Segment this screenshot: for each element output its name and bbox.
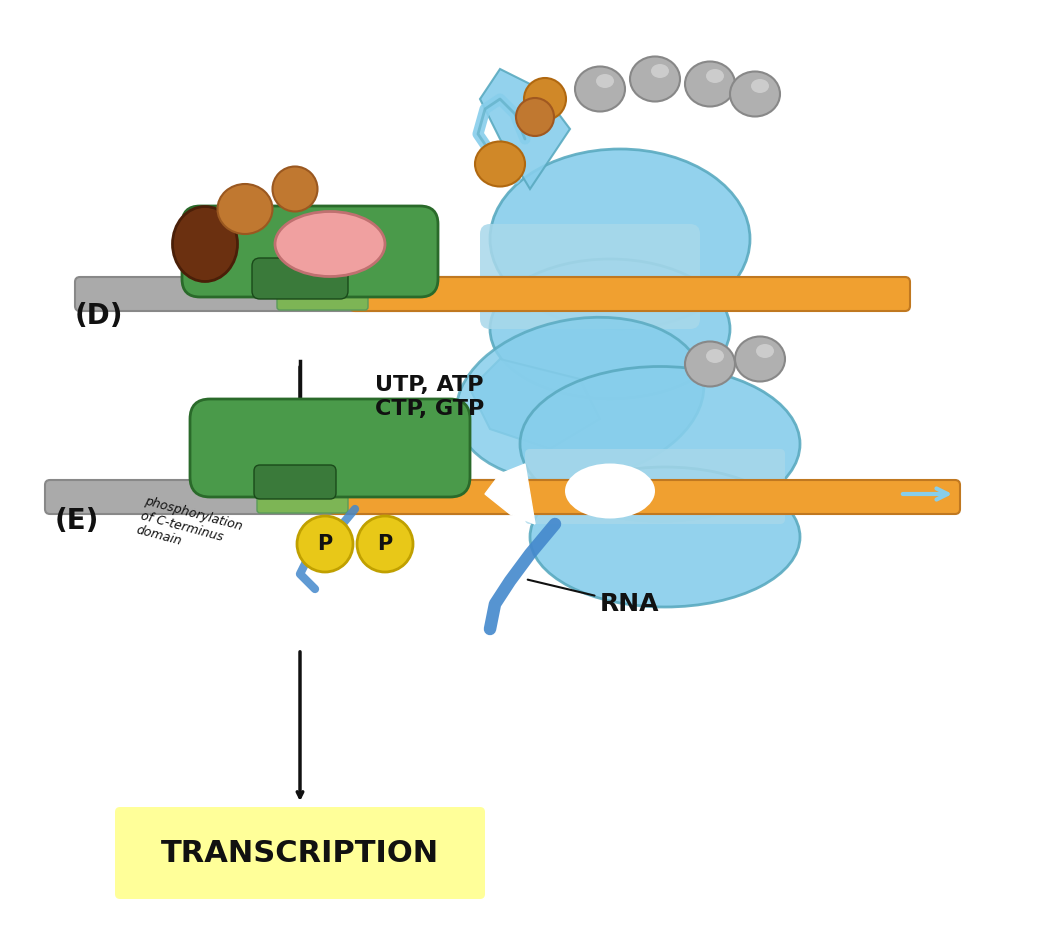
Circle shape — [356, 516, 413, 572]
Ellipse shape — [630, 57, 680, 102]
Ellipse shape — [735, 337, 785, 381]
Text: P: P — [378, 534, 393, 554]
Text: UTP, ATP
CTP, GTP: UTP, ATP CTP, GTP — [375, 376, 484, 419]
FancyBboxPatch shape — [253, 258, 348, 299]
FancyBboxPatch shape — [257, 481, 348, 513]
Text: RNA: RNA — [527, 580, 660, 616]
FancyBboxPatch shape — [277, 278, 368, 310]
FancyBboxPatch shape — [75, 277, 535, 311]
Ellipse shape — [756, 344, 775, 358]
Ellipse shape — [651, 64, 669, 78]
Polygon shape — [485, 464, 535, 524]
Text: P: P — [317, 534, 333, 554]
Ellipse shape — [475, 141, 525, 187]
Ellipse shape — [273, 166, 317, 212]
Ellipse shape — [751, 79, 769, 93]
Ellipse shape — [173, 207, 238, 282]
Ellipse shape — [685, 62, 735, 106]
Ellipse shape — [575, 66, 625, 111]
Ellipse shape — [685, 342, 735, 386]
Polygon shape — [480, 69, 570, 189]
FancyBboxPatch shape — [190, 399, 470, 497]
Ellipse shape — [730, 71, 780, 117]
Circle shape — [297, 516, 353, 572]
FancyBboxPatch shape — [45, 480, 605, 514]
FancyBboxPatch shape — [182, 206, 438, 297]
Ellipse shape — [490, 149, 750, 329]
Ellipse shape — [530, 467, 800, 607]
FancyBboxPatch shape — [254, 465, 336, 499]
Text: (E): (E) — [55, 507, 100, 535]
Ellipse shape — [520, 366, 800, 522]
Text: phosphorylation
of C-terminus
domain: phosphorylation of C-terminus domain — [135, 494, 243, 562]
FancyBboxPatch shape — [350, 277, 910, 311]
Text: (D): (D) — [75, 302, 123, 330]
Ellipse shape — [566, 463, 655, 518]
Ellipse shape — [706, 69, 724, 83]
Ellipse shape — [516, 98, 554, 136]
FancyBboxPatch shape — [525, 449, 785, 524]
Ellipse shape — [456, 317, 703, 481]
Ellipse shape — [275, 212, 385, 276]
Text: TRANSCRIPTION: TRANSCRIPTION — [161, 839, 439, 867]
FancyBboxPatch shape — [330, 480, 960, 514]
Ellipse shape — [218, 184, 273, 234]
FancyBboxPatch shape — [115, 807, 485, 899]
Ellipse shape — [596, 74, 614, 88]
FancyBboxPatch shape — [480, 224, 700, 329]
Ellipse shape — [706, 349, 724, 363]
Polygon shape — [470, 359, 601, 449]
Ellipse shape — [490, 259, 730, 399]
Ellipse shape — [524, 78, 566, 120]
